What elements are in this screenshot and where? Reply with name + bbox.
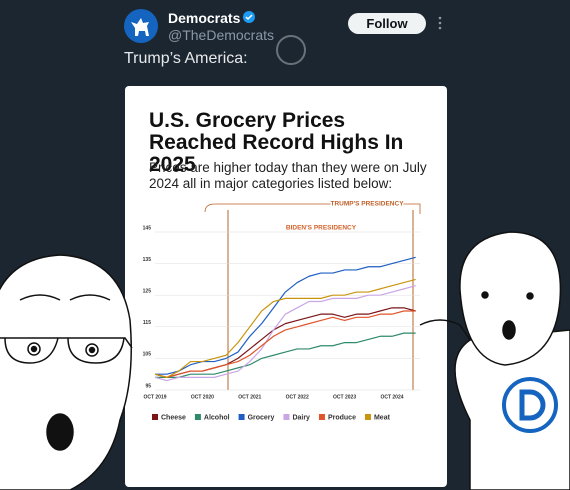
x-tick-label: OCT 2023 (333, 394, 356, 400)
legend-label: Cheese (161, 414, 186, 421)
series-line (155, 256, 416, 375)
x-tick-label: OCT 2024 (380, 394, 403, 400)
legend-swatch (283, 414, 290, 420)
header-icons (124, 9, 442, 65)
legend-swatch (194, 414, 201, 420)
y-tick-label: 145 (143, 225, 152, 231)
y-tick-label: 125 (143, 289, 152, 295)
tweet-text: Trump’s America: (124, 50, 248, 67)
watermark (276, 35, 306, 65)
legend-label: Dairy (292, 414, 310, 421)
legend-label: Produce (328, 414, 356, 421)
chart-title: U.S. Grocery Prices Reached Record Highs… (149, 109, 404, 176)
series-line (155, 332, 416, 378)
legend-label: Meat (374, 414, 391, 421)
legend-label: Grocery (248, 414, 275, 421)
y-tick-label: 95 (145, 383, 151, 389)
annotation: TRUMP'S PRESIDENCY (330, 201, 404, 208)
follow-button[interactable]: Follow (348, 13, 426, 34)
x-tick-label: OCT 2019 (143, 394, 166, 400)
legend-swatch (152, 414, 158, 420)
series-line (154, 307, 416, 378)
annotation: BIDEN'S PRESIDENCY (286, 225, 357, 232)
legend-swatch (318, 414, 325, 420)
x-tick-label: OCT 2022 (286, 394, 309, 400)
chart-subtitle: Prices are higher today than they were o… (149, 160, 427, 191)
menu-dot[interactable] (438, 16, 442, 20)
verified-check (245, 14, 253, 21)
series-line (154, 285, 416, 382)
y-tick-label: 135 (143, 257, 152, 263)
menu-dot[interactable] (438, 21, 442, 25)
legend-swatch (364, 414, 371, 420)
x-tick-label: OCT 2020 (191, 394, 214, 400)
series-line (154, 278, 416, 378)
y-tick-label: 115 (143, 320, 151, 326)
chart-card: U.S. Grocery Prices Reached Record Highs… (125, 86, 447, 487)
x-tick-label: OCT 2021 (238, 394, 261, 400)
account-name[interactable]: Democrats (168, 10, 241, 26)
legend-label: Alcohol (204, 414, 230, 421)
legend-swatch (238, 414, 245, 420)
left-face (0, 254, 133, 490)
chart: TRUMP'S PRESIDENCY BIDEN'S PRESIDENCY 95 10… (143, 199, 421, 421)
menu-dot[interactable] (438, 26, 442, 30)
presidency-bracket (204, 203, 421, 214)
y-tick-label: 105 (143, 352, 152, 358)
series-line (154, 310, 416, 378)
account-handle[interactable]: @TheDemocrats (168, 27, 275, 43)
avatar-logo (131, 18, 149, 36)
